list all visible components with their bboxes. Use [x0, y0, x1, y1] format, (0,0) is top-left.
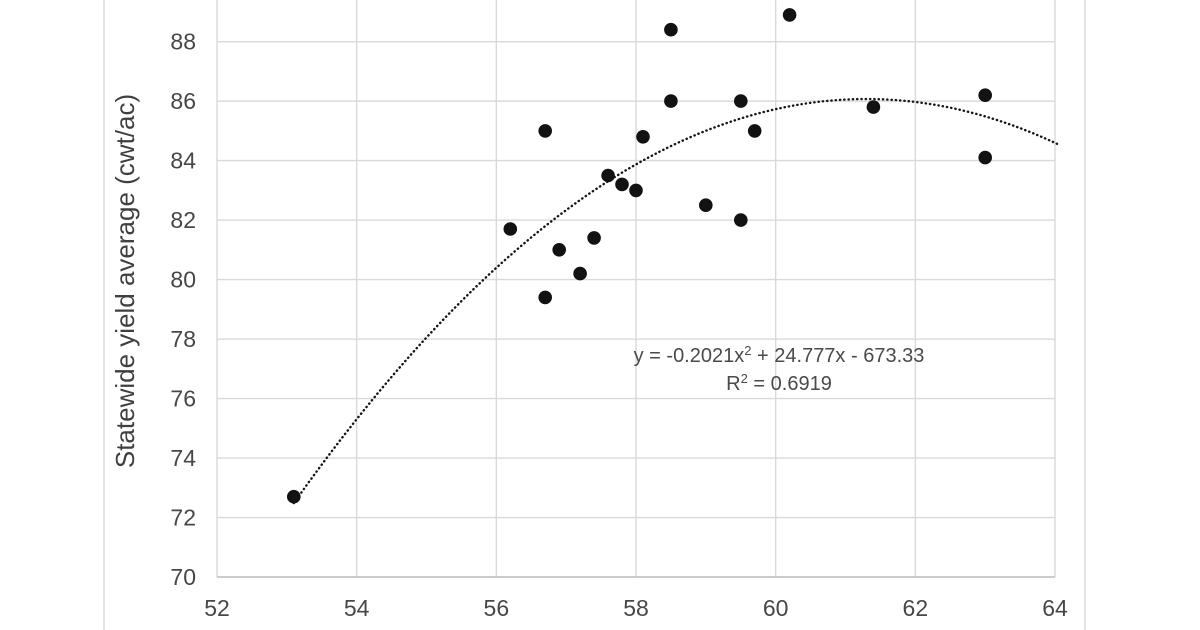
data-point	[699, 198, 713, 212]
data-point	[287, 489, 301, 504]
data-point	[601, 168, 615, 183]
y-tick-label: 74	[170, 445, 196, 471]
x-tick-label: 62	[903, 595, 929, 621]
data-point	[503, 222, 518, 236]
x-tick-label: 52	[204, 595, 230, 621]
data-point	[538, 124, 552, 138]
y-axis-tick-labels: 70 72 74 76 78 80 82 84 86 88	[170, 29, 196, 590]
r-squared-label: R2 = 0.6919	[726, 371, 832, 395]
data-point	[866, 100, 881, 114]
data-points	[287, 8, 992, 504]
x-tick-label: 64	[1042, 595, 1068, 621]
data-point	[538, 290, 552, 305]
gridlines	[216, 0, 1056, 578]
chart-border-left	[103, 0, 105, 630]
y-tick-label: 82	[170, 207, 196, 233]
data-point	[573, 266, 587, 281]
x-tick-label: 54	[344, 595, 370, 621]
y-tick-label: 72	[170, 505, 196, 531]
trendline-equation: y = -0.2021x2 + 24.777x - 673.33	[634, 343, 925, 367]
data-point	[978, 88, 992, 102]
data-point	[615, 177, 629, 192]
x-tick-label: 60	[763, 595, 789, 621]
data-point	[978, 150, 992, 165]
data-point	[734, 94, 748, 108]
y-tick-label: 76	[170, 386, 196, 412]
y-tick-label: 84	[170, 148, 196, 174]
data-point	[664, 94, 678, 108]
data-point	[552, 243, 566, 257]
y-axis-title: Statewide yield average (cwt/ac)	[110, 94, 140, 468]
x-tick-label: 56	[484, 595, 510, 621]
data-point	[734, 213, 748, 227]
x-tick-label: 58	[623, 595, 649, 621]
data-point	[782, 8, 797, 22]
y-tick-label: 88	[170, 29, 196, 55]
y-tick-label: 86	[170, 88, 196, 114]
data-point	[636, 130, 650, 144]
y-tick-label: 70	[170, 564, 196, 590]
data-point	[587, 231, 601, 245]
y-tick-label: 78	[170, 326, 196, 352]
data-point	[747, 124, 762, 138]
x-axis-tick-labels: 52 54 56 58 60 62 64	[204, 595, 1068, 621]
chart-border-right	[1084, 0, 1086, 630]
trendline-curve	[292, 97, 1060, 505]
data-point	[664, 22, 678, 37]
data-point	[629, 183, 643, 198]
y-tick-label: 80	[170, 267, 196, 293]
